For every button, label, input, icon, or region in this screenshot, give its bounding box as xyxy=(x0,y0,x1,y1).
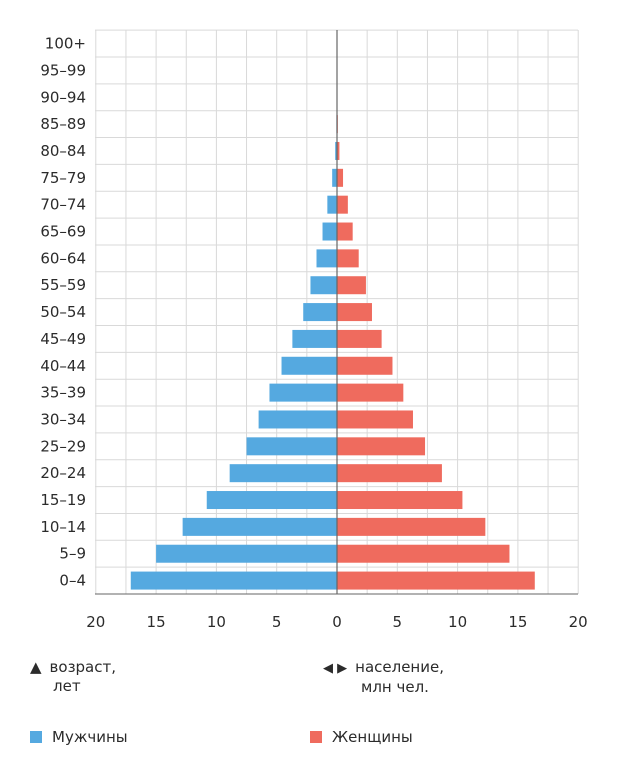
population-note: ◀ ▶ население, млн чел. xyxy=(323,658,444,697)
age-label: 0–4 xyxy=(59,572,86,590)
age-note: ▲ возраст, лет xyxy=(30,658,116,696)
population-pyramid-chart: 0–4 5–9 10–14 15–19 20–24 25–29 30–34 35–39 40–4… xyxy=(40,29,588,631)
bar-female xyxy=(337,383,404,402)
population-note-line2: млн чел. xyxy=(361,678,429,696)
age-label: 40–44 xyxy=(40,357,86,375)
age-label: 50–54 xyxy=(40,303,86,321)
bar-male xyxy=(269,383,337,402)
x-tick-label: 0 xyxy=(332,613,342,631)
bar-male xyxy=(206,491,337,510)
bar-male xyxy=(327,195,337,214)
bar-male xyxy=(281,356,337,375)
age-label: 20–24 xyxy=(40,464,86,482)
bar-female xyxy=(337,303,372,322)
age-label: 10–14 xyxy=(40,518,86,536)
age-label: 85–89 xyxy=(40,115,86,133)
age-label: 65–69 xyxy=(40,223,86,241)
age-labels: 0–4 5–9 10–14 15–19 20–24 25–29 30–34 35–39 40–4… xyxy=(40,35,86,590)
x-tick-label: 15 xyxy=(147,613,166,631)
bar-male xyxy=(335,141,337,160)
x-axis: 20 15 10 5 0 5 10 15 20 xyxy=(86,593,588,631)
age-label: 100+ xyxy=(45,35,86,53)
x-tick-label: 5 xyxy=(272,613,282,631)
legend-male: Мужчины xyxy=(30,728,128,746)
age-label: 30–34 xyxy=(40,410,86,428)
bar-male xyxy=(229,464,337,483)
bar-female xyxy=(337,195,348,214)
bar-female xyxy=(337,356,393,375)
x-tick-label: 10 xyxy=(207,613,226,631)
age-label: 15–19 xyxy=(40,491,86,509)
age-label: 70–74 xyxy=(40,196,86,214)
bar-female xyxy=(337,276,366,295)
x-tick-label: 20 xyxy=(569,613,588,631)
bar-male xyxy=(156,544,337,563)
age-label: 60–64 xyxy=(40,249,86,267)
age-label: 90–94 xyxy=(40,88,86,106)
bar-female xyxy=(337,329,382,348)
bar-male xyxy=(322,222,337,241)
age-note-line1: возраст, xyxy=(49,658,117,676)
legend-swatch-male xyxy=(30,731,42,743)
x-tick-label: 5 xyxy=(393,613,403,631)
age-label: 5–9 xyxy=(59,545,86,563)
bar-female xyxy=(337,544,510,563)
bar-female xyxy=(337,141,340,160)
legend-swatch-female xyxy=(310,731,322,743)
triangle-up-icon: ▲ xyxy=(30,658,42,676)
age-label: 80–84 xyxy=(40,142,86,160)
bar-female xyxy=(337,168,344,187)
bar-female xyxy=(337,571,535,590)
bar-female xyxy=(337,437,426,456)
bar-male xyxy=(316,249,337,268)
bar-male xyxy=(310,276,337,295)
legend-label-male: Мужчины xyxy=(52,728,128,746)
bars xyxy=(130,30,535,594)
age-label: 35–39 xyxy=(40,384,86,402)
bar-male xyxy=(130,571,337,590)
bar-male xyxy=(303,303,337,322)
bar-male xyxy=(332,168,337,187)
age-label: 25–29 xyxy=(40,437,86,455)
age-label: 55–59 xyxy=(40,276,86,294)
age-label: 75–79 xyxy=(40,169,86,187)
legend-female: Женщины xyxy=(310,728,413,746)
bar-male xyxy=(246,437,337,456)
bar-female xyxy=(337,249,359,268)
age-note-line2: лет xyxy=(53,677,81,695)
age-label: 45–49 xyxy=(40,330,86,348)
x-tick-label: 10 xyxy=(448,613,467,631)
arrows-left-right-icon: ◀ ▶ xyxy=(323,661,348,676)
bar-female xyxy=(337,491,463,510)
bar-female xyxy=(337,517,486,536)
age-label: 95–99 xyxy=(40,61,86,79)
bar-male xyxy=(258,410,337,429)
population-note-line1: население, xyxy=(355,658,444,676)
bar-female xyxy=(337,222,353,241)
x-tick-label: 20 xyxy=(86,613,105,631)
bar-male xyxy=(182,517,337,536)
bar-female xyxy=(337,464,442,483)
bar-male xyxy=(292,329,337,348)
legend-label-female: Женщины xyxy=(332,728,413,746)
bar-female xyxy=(337,410,413,429)
x-tick-label: 15 xyxy=(508,613,527,631)
